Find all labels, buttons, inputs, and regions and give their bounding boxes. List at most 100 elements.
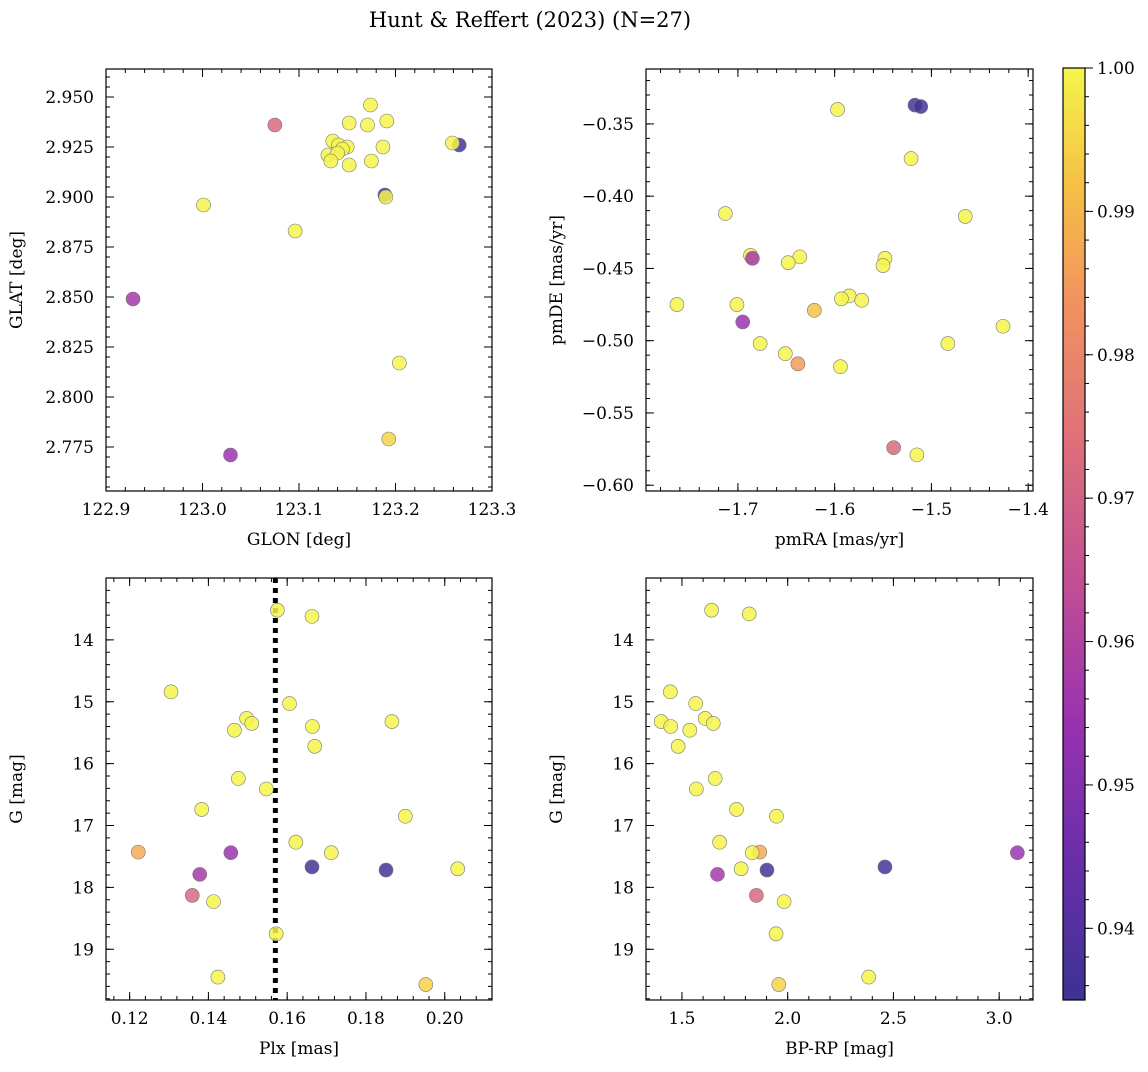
data-point — [780, 255, 796, 270]
data-point — [940, 336, 956, 351]
y-axis-label: GLAT [deg] — [7, 231, 27, 329]
data-point — [163, 684, 179, 700]
data-point — [670, 739, 686, 754]
data-point — [375, 139, 391, 155]
data-point — [194, 802, 210, 817]
x-tick-label: 123.3 — [468, 500, 517, 520]
axes-frame — [645, 68, 1034, 492]
data-point — [768, 926, 784, 942]
data-point — [267, 117, 283, 133]
colorbar-tick-label: 1.00 — [1097, 59, 1135, 79]
data-point — [1010, 845, 1025, 861]
y-tick-label: 17 — [72, 817, 94, 837]
data-point — [360, 117, 375, 133]
data-point — [792, 249, 808, 265]
y-tick-label: 2.850 — [45, 288, 94, 308]
y-tick-label: −0.60 — [582, 476, 634, 496]
x-axis-label: Plx [mas] — [259, 1039, 339, 1059]
data-point — [790, 356, 806, 372]
figure-title: Hunt & Reffert (2023) (N=27) — [369, 8, 691, 32]
y-tick-label: 16 — [72, 755, 94, 775]
x-axis-label: GLON [deg] — [247, 530, 351, 550]
data-point — [227, 722, 242, 738]
data-point — [875, 258, 891, 273]
data-point — [392, 355, 407, 371]
y-tick-label: 2.775 — [45, 438, 94, 458]
data-point — [688, 696, 703, 711]
y-tick-label: 2.800 — [45, 388, 94, 408]
data-point — [834, 291, 849, 307]
data-point — [125, 291, 141, 307]
data-point — [418, 977, 434, 992]
data-point — [741, 606, 757, 622]
x-tick-label: 123.2 — [371, 500, 420, 520]
data-point — [707, 771, 723, 786]
x-tick-label: 122.9 — [82, 500, 131, 520]
data-point — [909, 447, 925, 463]
y-tick-label: 18 — [72, 878, 94, 898]
x-tick-label: 0.14 — [189, 1009, 227, 1029]
data-point — [305, 719, 320, 734]
data-point — [381, 431, 397, 447]
data-point — [886, 440, 901, 455]
colorbar-tick-label: 0.98 — [1097, 346, 1135, 366]
data-point — [282, 696, 297, 711]
data-point — [807, 303, 822, 318]
data-point — [718, 206, 733, 221]
data-point — [378, 189, 394, 205]
x-axis-label: BP-RP [mag] — [785, 1039, 894, 1059]
data-point — [733, 861, 749, 877]
x-tick-label: 123.0 — [178, 500, 227, 520]
y-axis-label: G [mag] — [7, 754, 27, 823]
colorbar-tick-label: 0.95 — [1097, 776, 1135, 796]
data-point — [704, 602, 719, 618]
data-point — [729, 297, 745, 312]
data-point — [287, 223, 303, 239]
data-point — [903, 151, 919, 166]
data-point — [682, 722, 698, 738]
data-point — [957, 209, 973, 224]
x-tick-label: −1.4 — [1008, 500, 1049, 520]
data-point — [323, 153, 339, 169]
y-tick-label: 15 — [72, 693, 94, 713]
colorbar-tick-label: 0.96 — [1097, 633, 1135, 653]
data-point — [192, 867, 208, 882]
data-point — [364, 153, 379, 169]
colorbar-ticks: 0.94 0.95 0.96 0.97 0.98 0.99 1.00 — [1085, 59, 1135, 987]
data-point — [378, 862, 394, 878]
data-point — [244, 716, 260, 731]
x-tick-label: −1.6 — [814, 500, 855, 520]
data-point — [663, 719, 679, 734]
data-point — [259, 781, 274, 797]
data-point — [450, 861, 466, 877]
data-point — [705, 716, 721, 731]
data-point — [384, 714, 400, 729]
y-tick-label: 19 — [612, 940, 634, 960]
y-tick-label: 18 — [612, 878, 634, 898]
data-point — [231, 771, 246, 786]
data-point — [445, 135, 460, 151]
data-point — [379, 113, 395, 129]
data-point — [210, 969, 226, 985]
x-tick-label: −1.7 — [717, 500, 758, 520]
data-point — [752, 336, 768, 351]
data-point — [270, 602, 285, 618]
data-point — [854, 292, 870, 308]
panel-glon-glat: 122.9 123.0 123.1 123.2 123.3 2.775 2.800 2.825… — [7, 68, 517, 550]
x-tick-label: 0.12 — [111, 1009, 149, 1029]
data-point — [663, 684, 678, 700]
data-point — [304, 609, 320, 624]
data-point — [268, 926, 284, 942]
data-point — [363, 97, 378, 113]
colorbar-tick-label: 0.94 — [1097, 919, 1135, 939]
y-tick-label: 2.950 — [45, 88, 94, 108]
data-point — [729, 802, 744, 817]
x-tick-label: 2.5 — [880, 1009, 907, 1029]
data-point — [776, 894, 792, 909]
data-point — [669, 297, 685, 312]
data-point — [712, 834, 727, 850]
y-axis-label: pmDE [mas/yr] — [547, 215, 567, 345]
x-tick-label: 3.0 — [986, 1009, 1013, 1029]
data-point — [769, 808, 784, 824]
